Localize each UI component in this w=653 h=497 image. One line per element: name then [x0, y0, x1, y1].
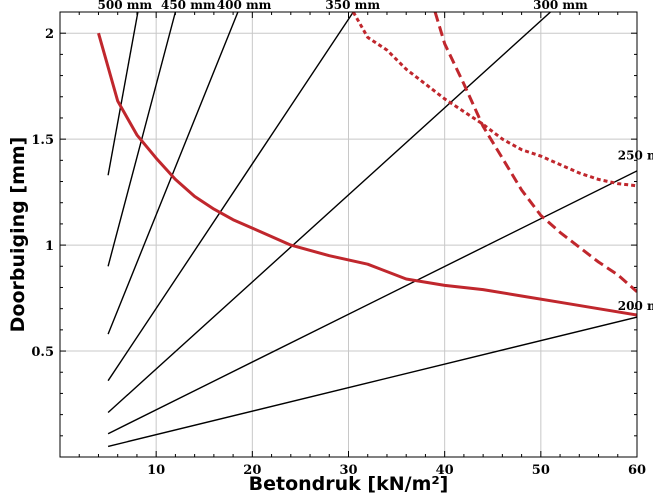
y-tick-label-1-5: 1.5	[31, 133, 54, 148]
x-axis-label: Betondruk [kN/m²]	[249, 473, 449, 495]
series-line-300-mm	[107, 12, 551, 414]
red-curve-solid	[97, 32, 637, 317]
series-label-200-m: 200 m	[618, 299, 653, 313]
series-label-400-mm: 400 mm	[217, 0, 272, 12]
series-label-500-mm: 500 mm	[98, 0, 153, 12]
red-curve-long	[433, 12, 637, 293]
series-line-200-m	[107, 316, 637, 448]
x-tick-label-30: 30	[339, 463, 357, 478]
series-label-450-mm: 450 mm	[161, 0, 216, 12]
series-line-250-m	[107, 170, 637, 435]
series-line-500-mm	[107, 12, 139, 176]
series-lines	[97, 12, 637, 448]
x-tick-label-10: 10	[147, 463, 165, 478]
y-tick-label-0-5: 0.5	[31, 345, 54, 360]
series-label-350-mm: 350 mm	[325, 0, 380, 12]
grid	[60, 12, 638, 457]
tick-labels: 10 20 30 40 50 60 0.5 1 1.5 2	[31, 27, 646, 478]
red-curve-short	[351, 12, 637, 188]
y-axis-label: Doorbuiging [mm]	[7, 137, 29, 333]
x-tick-label-20: 20	[243, 463, 261, 478]
axis-ticks	[60, 12, 637, 457]
y-tick-label-1: 1	[45, 239, 54, 254]
series-label-300-mm: 300 mm	[533, 0, 588, 12]
series-line-400-mm	[107, 12, 239, 335]
x-tick-label-60: 60	[628, 463, 646, 478]
series-label-250-m: 250 m	[618, 148, 653, 162]
x-tick-label-40: 40	[436, 463, 454, 478]
series-line-350-mm	[107, 12, 354, 382]
x-tick-label-50: 50	[532, 463, 550, 478]
y-tick-label-2: 2	[45, 27, 54, 42]
